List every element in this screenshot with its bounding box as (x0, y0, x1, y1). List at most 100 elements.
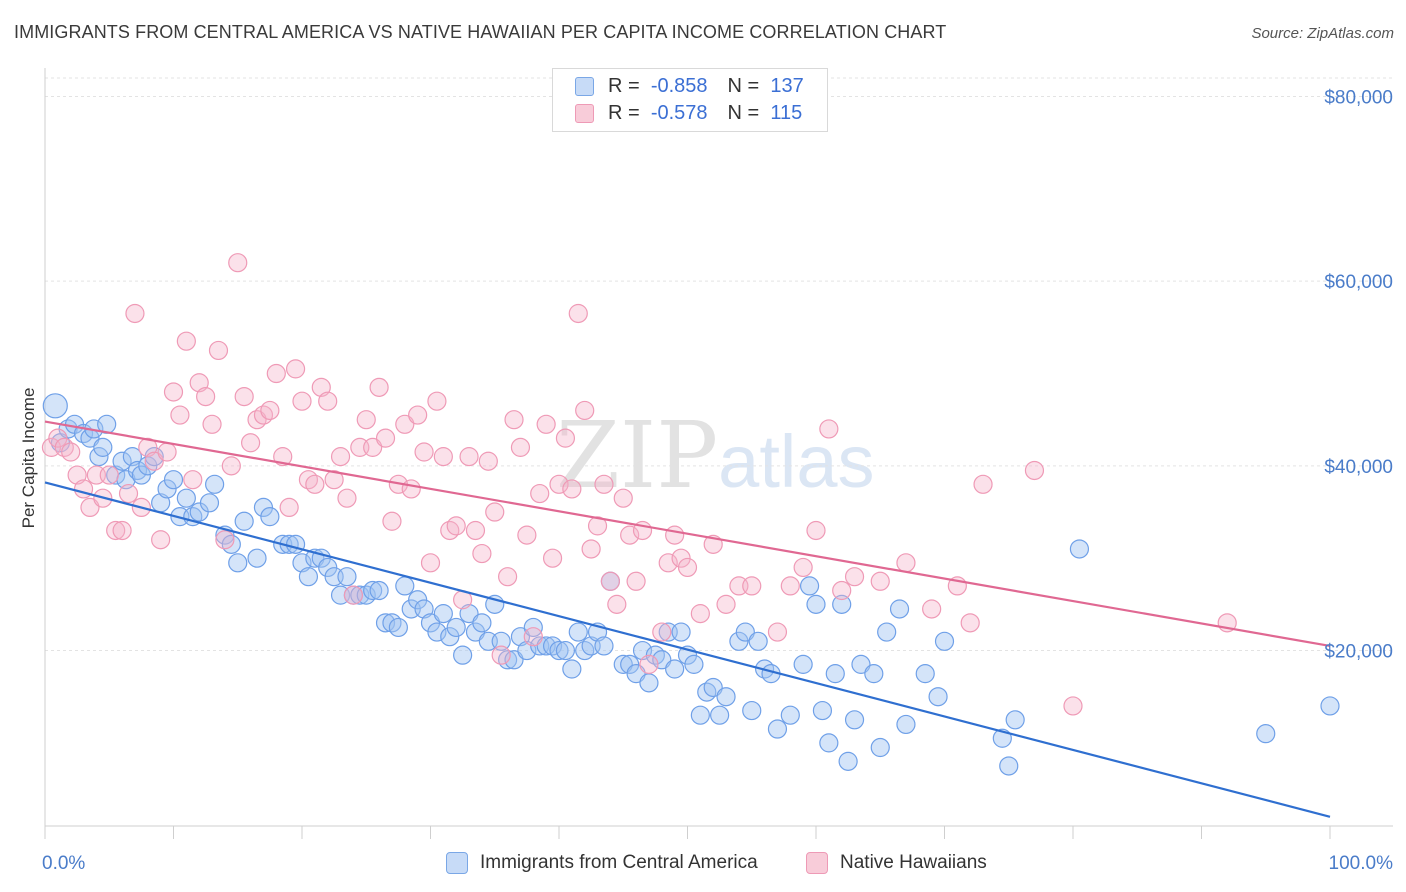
point-native-hawaiian (575, 400, 595, 421)
point-native-hawaiian (382, 511, 402, 531)
point-central-america (42, 393, 68, 419)
point-native-hawaiian (343, 585, 363, 605)
point-native-hawaiian (587, 516, 608, 536)
point-native-hawaiian (620, 525, 640, 545)
point-native-hawaiian (607, 594, 627, 614)
point-central-america (742, 700, 762, 721)
point-native-hawaiian (196, 386, 216, 407)
point-central-america (491, 631, 511, 651)
y-tick-label: $80,000 (1324, 87, 1393, 108)
point-central-america (767, 719, 788, 739)
point-central-america (864, 664, 884, 684)
point-native-hawaiian (241, 433, 261, 453)
point-central-america (877, 622, 897, 642)
point-central-america (928, 687, 948, 707)
legend-n-label-1: N = (727, 74, 760, 97)
point-native-hawaiian (221, 456, 241, 476)
point-central-america (163, 470, 184, 490)
point-central-america (228, 553, 248, 573)
legend-r-label-2: R = (608, 101, 640, 124)
series-legend: Immigrants from Central America Native H… (0, 852, 1406, 878)
point-native-hawaiian (420, 553, 441, 573)
point-native-hawaiian (523, 627, 543, 647)
legend-item-central-america: Immigrants from Central America (446, 852, 758, 874)
point-native-hawaiian (832, 580, 852, 601)
legend-n-value-2: 115 (770, 101, 803, 124)
point-native-hawaiian (922, 599, 942, 619)
legend-r-value-1: -0.858 (650, 74, 708, 97)
point-native-hawaiian (414, 442, 434, 462)
trend-line-native-hawaiian (44, 420, 1331, 648)
point-central-america (832, 594, 852, 614)
point-native-hawaiian (176, 331, 196, 351)
x-tick-label-start: 0.0% (42, 853, 85, 874)
legend-r-value-2: -0.578 (650, 101, 708, 124)
point-native-hawaiian (465, 520, 486, 541)
point-native-hawaiian (1063, 696, 1083, 716)
point-central-america (1320, 696, 1340, 716)
point-native-hawaiian (427, 391, 447, 411)
point-native-hawaiian (273, 447, 293, 467)
legend-label-native-hawaiians: Native Hawaiians (840, 852, 987, 873)
point-central-america (350, 585, 370, 605)
y-axis-label: Per Capita Income (19, 388, 38, 529)
point-native-hawaiian (568, 303, 588, 324)
point-native-hawaiian (112, 520, 132, 541)
point-native-hawaiian (305, 474, 325, 494)
point-native-hawaiian (234, 386, 254, 407)
source-label: Source: ZipAtlas.com (1251, 25, 1394, 42)
point-central-america (780, 705, 800, 725)
legend-row-blue: R = -0.858 N = 137 (575, 74, 804, 98)
point-native-hawaiian (658, 553, 678, 573)
point-central-america (568, 622, 588, 642)
x-tick-label-end: 100.0% (1329, 853, 1394, 874)
correlation-legend: R = -0.858 N = 137 R = -0.578 N = 115 (552, 68, 828, 132)
point-native-hawaiian (375, 428, 396, 448)
point-central-america (247, 548, 267, 568)
point-native-hawaiian (99, 465, 119, 485)
point-central-america (844, 710, 865, 730)
legend-swatch-native-hawaiians (806, 852, 828, 874)
point-central-america (562, 659, 582, 679)
point-native-hawaiian (433, 447, 453, 467)
point-native-hawaiian (401, 479, 421, 499)
legend-label-central-america: Immigrants from Central America (480, 852, 758, 873)
legend-item-native-hawaiians: Native Hawaiians (806, 852, 987, 874)
point-central-america (555, 640, 576, 661)
point-native-hawaiian (896, 553, 916, 573)
axis-labels: $20,000 $40,000 $60,000 $80,000 0.0% 100.0% Pe… (19, 87, 1393, 874)
point-native-hawaiian (356, 410, 376, 430)
point-central-america (710, 705, 730, 725)
point-native-hawaiian (555, 428, 576, 448)
y-tick-label: $40,000 (1324, 457, 1393, 478)
point-native-hawaiian (677, 557, 698, 578)
point-native-hawaiian (491, 645, 511, 665)
point-native-hawaiian (318, 391, 338, 411)
legend-r-label-1: R = (608, 74, 640, 97)
point-central-america (684, 654, 704, 674)
point-native-hawaiian (613, 488, 633, 508)
point-native-hawaiian (665, 525, 685, 545)
point-central-america (671, 622, 691, 642)
point-central-america (748, 631, 768, 651)
point-native-hawaiian (504, 410, 524, 430)
point-central-america (896, 714, 916, 735)
point-native-hawaiian (208, 340, 229, 361)
point-native-hawaiian (639, 654, 659, 674)
point-native-hawaiian (202, 414, 222, 434)
point-native-hawaiian (260, 400, 280, 421)
point-central-america (472, 613, 492, 633)
y-tick-label: $20,000 (1324, 642, 1393, 663)
point-central-america (298, 567, 319, 587)
chart-title: IMMIGRANTS FROM CENTRAL AMERICA VS NATIV… (14, 22, 947, 42)
point-native-hawaiian (600, 571, 621, 591)
point-central-america (889, 599, 910, 619)
point-central-america (594, 636, 614, 656)
point-central-america (793, 654, 813, 674)
point-central-america (934, 631, 955, 651)
point-central-america (549, 640, 569, 661)
point-central-america (395, 576, 415, 596)
point-native-hawaiian (125, 303, 145, 324)
point-native-hawaiian (215, 530, 235, 550)
point-native-hawaiian (793, 557, 813, 578)
